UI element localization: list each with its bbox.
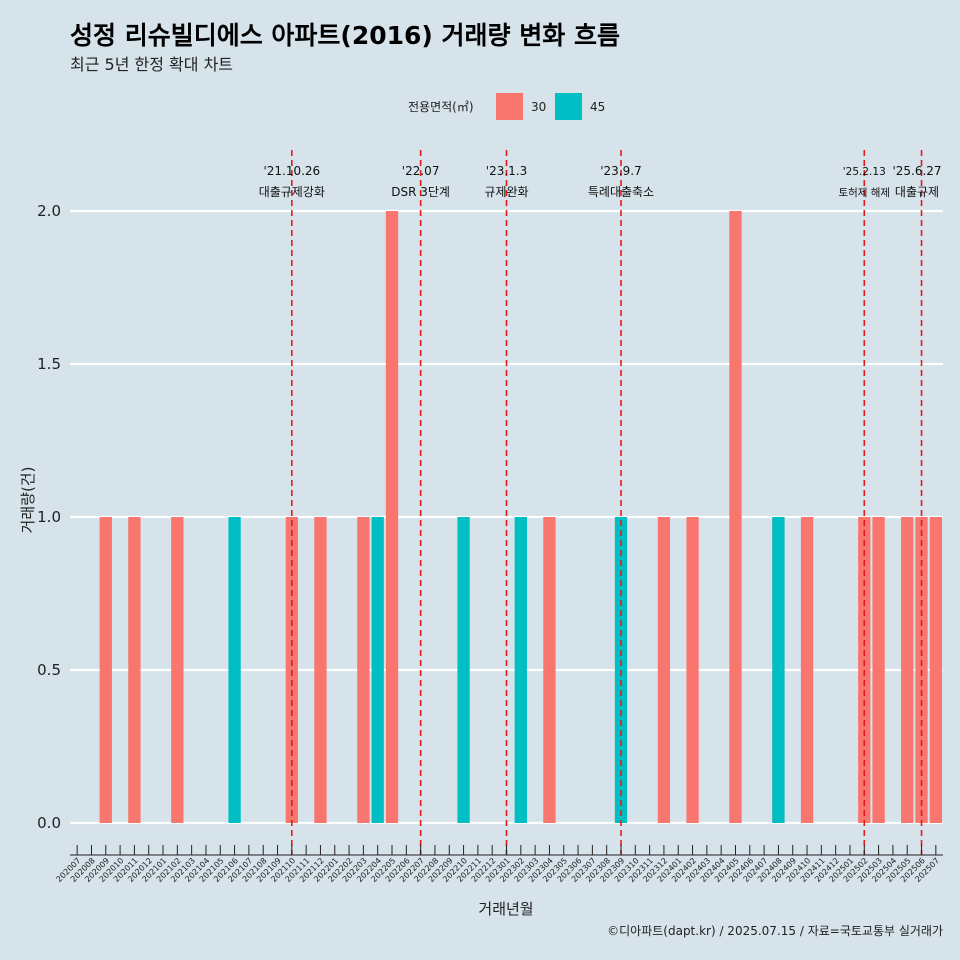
caption: ©디아파트(dapt.kr) / 2025.07.15 / 자료=국토교통부 실…	[607, 924, 943, 938]
x-axis-title: 거래년월	[478, 900, 533, 918]
bar-30-202312	[657, 517, 671, 823]
y-tick-label: 1.5	[37, 355, 61, 373]
bar-45-202210	[457, 517, 470, 823]
event-label: 특례대출축소	[588, 185, 654, 199]
bars	[99, 211, 942, 823]
event-label: 대출규제강화	[259, 185, 325, 199]
legend-swatch-30	[496, 93, 523, 120]
bar-30-202205	[385, 211, 399, 823]
y-tick-label: 0.5	[37, 661, 61, 679]
legend-swatch-45	[555, 93, 582, 120]
event-label: 규제완화	[484, 185, 528, 199]
event-date: '23.9.7	[600, 164, 641, 178]
y-tick-label: 0.0	[37, 814, 61, 832]
bar-30-202203	[357, 517, 370, 823]
bar-45-202408	[772, 517, 785, 823]
bar-45-202106	[228, 517, 241, 823]
bar-30-202503	[872, 517, 885, 823]
chart-subtitle: 최근 5년 한정 확대 차트	[70, 55, 233, 74]
x-axis: 2020072020082020092020102020112020122021…	[55, 845, 943, 884]
bar-30-202507	[929, 517, 942, 823]
event-date: '25.2.13	[843, 166, 886, 178]
y-axis-ticks: 0.0 0.5 1.0 1.5 2.0	[37, 202, 61, 832]
bar-30-202112	[314, 517, 327, 823]
y-tick-label: 2.0	[37, 202, 61, 220]
event-date: '22.07	[402, 164, 440, 178]
event-label: 대출규제	[895, 185, 939, 199]
bar-30-202405	[729, 211, 742, 823]
bar-30-202009	[99, 517, 112, 823]
bar-30-202505	[901, 517, 914, 823]
bar-45-202302	[514, 517, 527, 823]
y-axis-title: 거래량(건)	[19, 467, 37, 534]
legend-label-45: 45	[590, 100, 605, 114]
legend: 전용면적(㎡) 30 45	[408, 93, 605, 120]
event-label: DSR 3단계	[391, 185, 450, 199]
event-date: '23.1.3	[486, 164, 527, 178]
y-tick-label: 1.0	[37, 508, 61, 526]
legend-title: 전용면적(㎡)	[408, 100, 474, 114]
bar-45-202204	[371, 517, 384, 823]
event-markers: '21.10.26 대출규제강화 '22.07 DSR 3단계 '23.1.3 규제완화 '…	[259, 150, 942, 855]
bar-30-202102	[171, 517, 184, 823]
legend-label-30: 30	[531, 100, 546, 114]
bar-30-202011	[128, 517, 141, 823]
bar-30-202304	[543, 517, 556, 823]
event-label: 토허제 해제	[838, 186, 890, 199]
event-date: '25.6.27	[892, 164, 941, 178]
bar-30-202402	[686, 517, 699, 823]
bar-30-202410	[800, 517, 814, 823]
event-date: '21.10.26	[263, 164, 320, 178]
chart-title: 성정 리슈빌디에스 아파트(2016) 거래량 변화 흐름	[70, 21, 620, 50]
